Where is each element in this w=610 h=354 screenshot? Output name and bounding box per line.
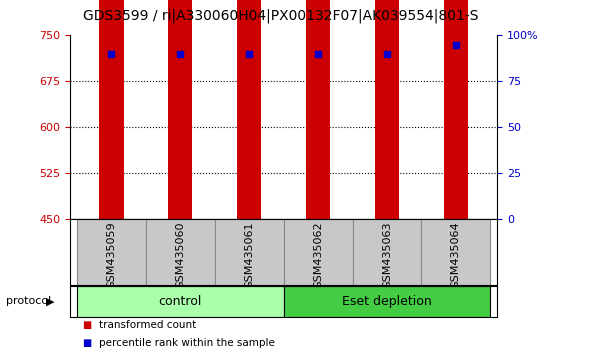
Bar: [284, 219, 353, 285]
Text: ■: ■: [82, 320, 92, 330]
Bar: [306, 0, 330, 219]
Bar: [237, 0, 261, 219]
Text: protocol: protocol: [6, 296, 51, 306]
Bar: [444, 0, 468, 219]
Text: ▶: ▶: [46, 296, 55, 306]
Text: percentile rank within the sample: percentile rank within the sample: [99, 338, 275, 348]
Point: [382, 51, 392, 57]
Bar: [146, 219, 215, 285]
Bar: [99, 0, 124, 219]
Text: GDS3599 / ri|A330060H04|PX00132F07|AK039554|801-S: GDS3599 / ri|A330060H04|PX00132F07|AK039…: [83, 9, 478, 23]
Bar: [375, 0, 399, 219]
Bar: [353, 219, 422, 285]
Text: GSM435062: GSM435062: [313, 222, 323, 289]
Text: Eset depletion: Eset depletion: [342, 295, 432, 308]
Bar: [77, 286, 284, 317]
Text: control: control: [159, 295, 202, 308]
Bar: [215, 219, 284, 285]
Text: GSM435061: GSM435061: [244, 222, 254, 289]
Point: [245, 51, 254, 57]
Point: [313, 51, 323, 57]
Text: GSM435060: GSM435060: [175, 222, 185, 289]
Text: ■: ■: [82, 338, 92, 348]
Text: GSM435063: GSM435063: [382, 222, 392, 289]
Text: GSM435059: GSM435059: [107, 222, 117, 289]
Text: GSM435064: GSM435064: [451, 222, 461, 289]
Bar: [422, 219, 490, 285]
Point: [451, 42, 461, 47]
Point: [176, 51, 185, 57]
Bar: [168, 0, 192, 219]
Text: transformed count: transformed count: [99, 320, 196, 330]
Point: [107, 51, 117, 57]
Bar: [77, 219, 146, 285]
Bar: [284, 286, 490, 317]
